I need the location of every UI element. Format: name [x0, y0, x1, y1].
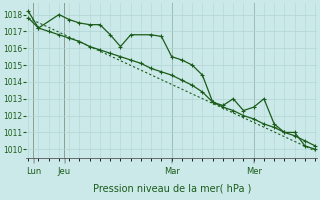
Text: |: |	[171, 158, 173, 163]
Text: Mar: Mar	[164, 167, 180, 176]
Text: |: |	[32, 158, 35, 163]
Text: Jeu: Jeu	[58, 167, 71, 176]
Text: |: |	[63, 158, 65, 163]
Text: |: |	[252, 158, 255, 163]
X-axis label: Pression niveau de la mer( hPa ): Pression niveau de la mer( hPa )	[92, 183, 251, 193]
Text: Mer: Mer	[246, 167, 262, 176]
Text: Lun: Lun	[26, 167, 41, 176]
